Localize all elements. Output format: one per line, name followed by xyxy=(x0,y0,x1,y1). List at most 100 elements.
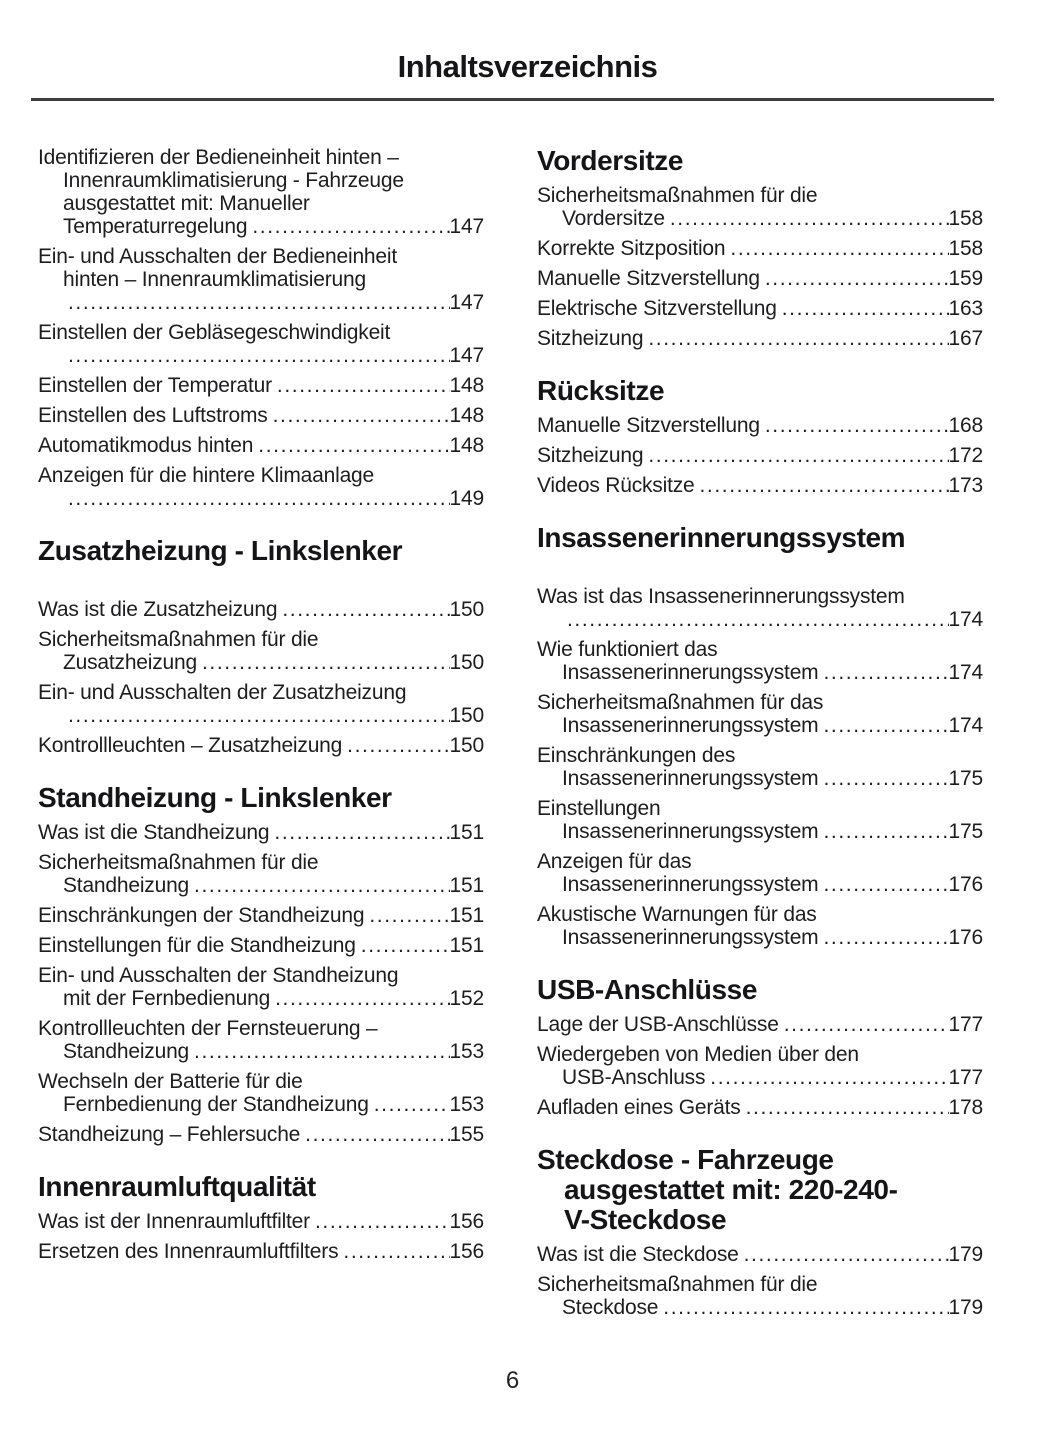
toc-entry: Sicherheitsmaßnahmen für die Steckdose...… xyxy=(537,1273,983,1319)
toc-entry-page-number: 175 xyxy=(948,767,984,790)
toc-entry-page-number: 151 xyxy=(449,934,485,957)
toc-entry-page-number: 174 xyxy=(948,608,984,631)
toc-entry: Ein- und Ausschalten der Bedieneinheit hi… xyxy=(38,245,484,314)
toc-entry: Akustische Warnungen für das Insassenerin… xyxy=(537,903,983,949)
toc-entry-page-number: 159 xyxy=(948,267,984,290)
dot-leader: ........................................… xyxy=(567,608,949,631)
dot-leader: ........................................… xyxy=(68,704,450,727)
toc-entry: Sitzheizung.............................… xyxy=(537,327,983,350)
toc-entry-text: Was ist der Innenraumluftfilter xyxy=(38,1210,310,1233)
toc-entry: Sitzheizung.............................… xyxy=(537,444,983,467)
toc-entry-page-number: 156 xyxy=(449,1240,485,1263)
dot-leader: ........................................… xyxy=(68,344,450,367)
toc-entry-last-line: Sitzheizung.............................… xyxy=(537,327,983,350)
toc-entry-line: Wiedergeben von Medien über den xyxy=(537,1043,859,1066)
toc-entry-last-line: Manuelle Sitzverstellung................… xyxy=(537,414,983,437)
toc-entry-line: Was ist das Insassenerinnerungssystem xyxy=(537,585,905,608)
section-heading: Standheizung - Linkslenker xyxy=(38,783,484,813)
toc-entry-last-line: Kontrollleuchten – Zusatzheizung........… xyxy=(38,734,484,757)
toc-entry-text: Insassenerinnerungssystem xyxy=(562,873,819,896)
toc-entry-last-line: ........................................… xyxy=(38,704,484,727)
toc-entry-line: Wie funktioniert das xyxy=(537,638,718,661)
toc-entry: Standheizung – Fehlersuche..............… xyxy=(38,1123,484,1146)
toc-entry-text: Zusatzheizung xyxy=(63,651,197,674)
toc-entry-text: Was ist die Zusatzheizung xyxy=(38,598,278,621)
toc-entry-text: Aufladen eines Geräts xyxy=(537,1096,741,1119)
toc-entry-page-number: 148 xyxy=(449,434,485,457)
toc-entry: Ein- und Ausschalten der Standheizung mit… xyxy=(38,964,484,1010)
toc-entry-page-number: 153 xyxy=(449,1040,485,1063)
page-number: 6 xyxy=(505,1367,520,1394)
dot-leader: ........................................… xyxy=(194,874,450,897)
toc-entry-text: Steckdose xyxy=(562,1296,659,1319)
toc-entry-text: Insassenerinnerungssystem xyxy=(562,661,819,684)
toc-entry: Was ist das Insassenerinnerungssystem...… xyxy=(537,585,983,631)
dot-leader: ........................................… xyxy=(274,821,449,844)
toc-entry-page-number: 174 xyxy=(948,714,984,737)
toc-entry: Lage der USB-Anschlüsse.................… xyxy=(537,1013,983,1036)
toc-entry-page-number: 150 xyxy=(449,704,485,727)
toc-entry: Einstellungen für die Standheizung......… xyxy=(38,934,484,957)
section-heading-line: USB-Anschlüsse xyxy=(537,974,758,1005)
toc-entry-page-number: 173 xyxy=(948,474,984,497)
section-heading: Rücksitze xyxy=(537,376,983,406)
toc-column-right: Vordersitze Sicherheitsmaßnahmen für die V… xyxy=(537,146,983,1326)
dot-leader: ........................................… xyxy=(194,1040,450,1063)
dot-leader: ........................................… xyxy=(823,661,949,684)
toc-entry-text: Standheizung xyxy=(63,874,190,897)
toc-entry-text: Was ist die Standheizung xyxy=(38,821,270,844)
toc-entry-page-number: 155 xyxy=(449,1123,485,1146)
toc-entry-text: Einstellen der Temperatur xyxy=(38,374,272,397)
toc-entry-line: Anzeigen für das xyxy=(537,850,692,873)
toc-entry: Sicherheitsmaßnahmen für die Zusatzheizun… xyxy=(38,628,484,674)
toc-section: Vordersitze Sicherheitsmaßnahmen für die V… xyxy=(537,146,984,351)
toc-entry: Identifizieren der Bedieneinheit hinten … xyxy=(38,146,484,238)
toc-entry-page-number: 177 xyxy=(948,1066,984,1089)
dot-leader: ........................................… xyxy=(648,327,948,350)
toc-entry-page-number: 147 xyxy=(449,215,485,238)
toc-entry-line: Einstellungen xyxy=(537,797,661,820)
dot-leader: ........................................… xyxy=(669,207,949,230)
toc-entry-last-line: Was ist der Innenraumluftfilter.........… xyxy=(38,1210,484,1233)
dot-leader: ........................................… xyxy=(648,444,948,467)
toc-column-left: Identifizieren der Bedieneinheit hinten … xyxy=(38,146,484,1326)
toc-section: Zusatzheizung - Linkslenker Was ist die Z… xyxy=(38,536,484,758)
toc-entry-last-line: Insassenerinnerungssystem...............… xyxy=(537,767,983,790)
toc-entry-last-line: Einstellungen für die Standheizung......… xyxy=(38,934,484,957)
toc-entry-last-line: Standheizung............................… xyxy=(38,1040,484,1063)
toc-entry-line: Ein- und Ausschalten der Standheizung xyxy=(38,964,399,987)
section-heading: Steckdose - Fahrzeuge ausgestattet mit: 2… xyxy=(537,1145,983,1235)
toc-entry-last-line: Elektrische Sitzverstellung.............… xyxy=(537,297,983,320)
toc-section: Rücksitze Manuelle Sitzverstellung.......… xyxy=(537,376,984,498)
title-divider xyxy=(31,98,994,101)
toc-entry-text: Einstellen des Luftstroms xyxy=(38,404,268,427)
dot-leader: ........................................… xyxy=(764,267,949,290)
toc-entry-text: Ersetzen des Innenraumluftfilters xyxy=(38,1240,339,1263)
dot-leader: ........................................… xyxy=(781,297,949,320)
toc-entry-line: Kontrollleuchten der Fernsteuerung – xyxy=(38,1017,378,1040)
toc-entry-text: mit der Fernbedienung xyxy=(63,987,271,1010)
toc-entry: Einstellen der Temperatur...............… xyxy=(38,374,484,397)
section-heading: Vordersitze xyxy=(537,146,983,176)
toc-entry-last-line: ........................................… xyxy=(38,291,484,314)
toc-entry: Was ist die Zusatzheizung...............… xyxy=(38,598,484,621)
section-heading-line: Innenraumluftqualität xyxy=(38,1171,316,1202)
toc-entry-last-line: Fernbedienung der Standheizung..........… xyxy=(38,1093,484,1116)
dot-leader: ........................................… xyxy=(275,987,449,1010)
toc-entry-last-line: Steckdose...............................… xyxy=(537,1296,983,1319)
toc-entry-text: Vordersitze xyxy=(562,207,665,230)
toc-entry-page-number: 152 xyxy=(449,987,485,1010)
toc-entry-line: Akustische Warnungen für das xyxy=(537,903,817,926)
toc-entry-text: Was ist die Steckdose xyxy=(537,1243,739,1266)
toc-entry-last-line: Insassenerinnerungssystem...............… xyxy=(537,661,983,684)
toc-entry-line: Einschränkungen des xyxy=(537,744,736,767)
dot-leader: ........................................… xyxy=(699,474,949,497)
toc-entry: Einstellen der Gebläsegeschwindigkeit...… xyxy=(38,321,484,367)
toc-entry-page-number: 168 xyxy=(948,414,984,437)
toc-entry-last-line: USB-Anschluss...........................… xyxy=(537,1066,983,1089)
toc-entry-last-line: Standheizung............................… xyxy=(38,874,484,897)
toc-entry-page-number: 153 xyxy=(449,1093,485,1116)
toc-entry: Einstellungen Insassenerinnerungssystem..… xyxy=(537,797,983,843)
toc-entry-line: ausgestattet mit: Manueller xyxy=(63,192,310,215)
toc-entry-text: Einstellungen für die Standheizung xyxy=(38,934,356,957)
